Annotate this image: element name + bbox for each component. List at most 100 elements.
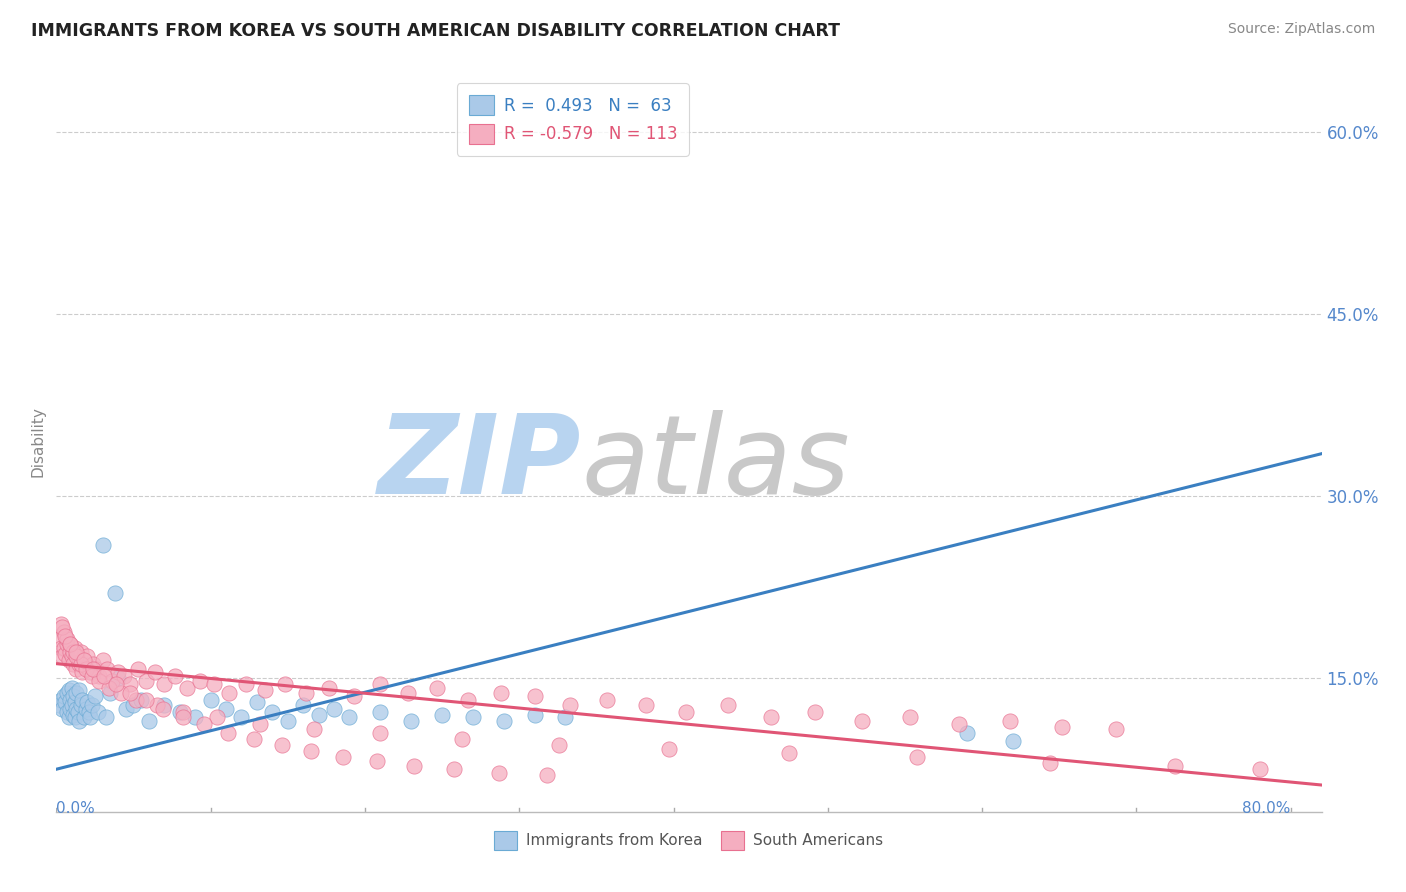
Point [75,659,97,673]
Point [634,698,657,712]
Point [558,698,581,712]
Point [332,750,354,764]
Point [91,653,114,667]
Point [596,693,619,707]
Point [145,698,167,712]
Point [426,681,449,695]
Point [56,637,79,651]
Point [79,665,101,680]
Point [523,707,546,722]
Point [851,714,873,728]
Point [65,649,87,664]
Point [1052,720,1074,734]
Text: ZIP: ZIP [378,410,582,517]
Point [80,669,103,683]
Point [188,673,211,688]
Point [51,620,73,634]
Point [404,758,426,772]
Point [51,649,73,664]
Point [129,693,152,707]
Point [898,710,921,724]
Point [277,714,299,728]
Point [56,686,79,700]
Point [59,644,82,658]
Point [55,647,77,661]
Point [292,698,315,712]
Point [125,693,148,707]
Point [172,705,194,719]
Point [60,681,83,695]
Point [202,677,225,691]
Point [217,726,239,740]
Point [1249,762,1271,776]
Point [58,683,80,698]
Point [461,710,484,724]
Point [70,644,93,658]
Point [96,661,118,675]
Point [110,686,132,700]
Point [60,698,83,712]
Text: 0.0%: 0.0% [56,801,96,815]
Y-axis label: Disability: Disability [30,406,45,477]
Point [77,705,100,719]
Point [205,710,228,724]
Point [49,616,72,631]
Point [488,765,510,780]
Point [998,714,1021,728]
Point [83,690,105,704]
Point [127,661,149,675]
Point [73,653,96,667]
Point [65,701,87,715]
Point [948,717,970,731]
Point [215,701,238,715]
Point [1105,722,1128,736]
Point [658,741,681,756]
Point [492,714,515,728]
Point [107,665,129,680]
Point [153,698,176,712]
Point [67,657,90,671]
Point [49,693,72,707]
Point [59,637,82,651]
Point [60,649,83,664]
Point [457,693,479,707]
Point [366,754,388,768]
Point [135,693,157,707]
Point [62,644,84,658]
Point [101,673,124,688]
Point [70,657,93,671]
Point [59,637,82,651]
Point [75,701,97,715]
Point [79,710,101,724]
Point [295,686,318,700]
Point [82,661,104,675]
Point [48,698,70,712]
Point [235,677,257,691]
Point [318,681,340,695]
Point [63,696,86,710]
Point [299,744,322,758]
Point [52,640,75,655]
Point [249,717,271,731]
Point [675,705,697,719]
Point [905,750,928,764]
Point [62,690,84,704]
Point [152,701,174,715]
Point [73,653,96,667]
Point [716,698,738,712]
Point [63,640,86,655]
Point [339,710,361,724]
Point [72,693,94,707]
Point [1001,734,1024,748]
Point [368,726,391,740]
Legend: Immigrants from Korea, South Americans: Immigrants from Korea, South Americans [486,823,891,857]
Point [193,717,215,731]
Point [554,710,576,724]
Point [63,710,86,724]
Point [89,673,111,688]
Point [253,683,276,698]
Point [548,738,571,752]
Point [98,686,121,700]
Point [184,710,207,724]
Point [67,683,90,698]
